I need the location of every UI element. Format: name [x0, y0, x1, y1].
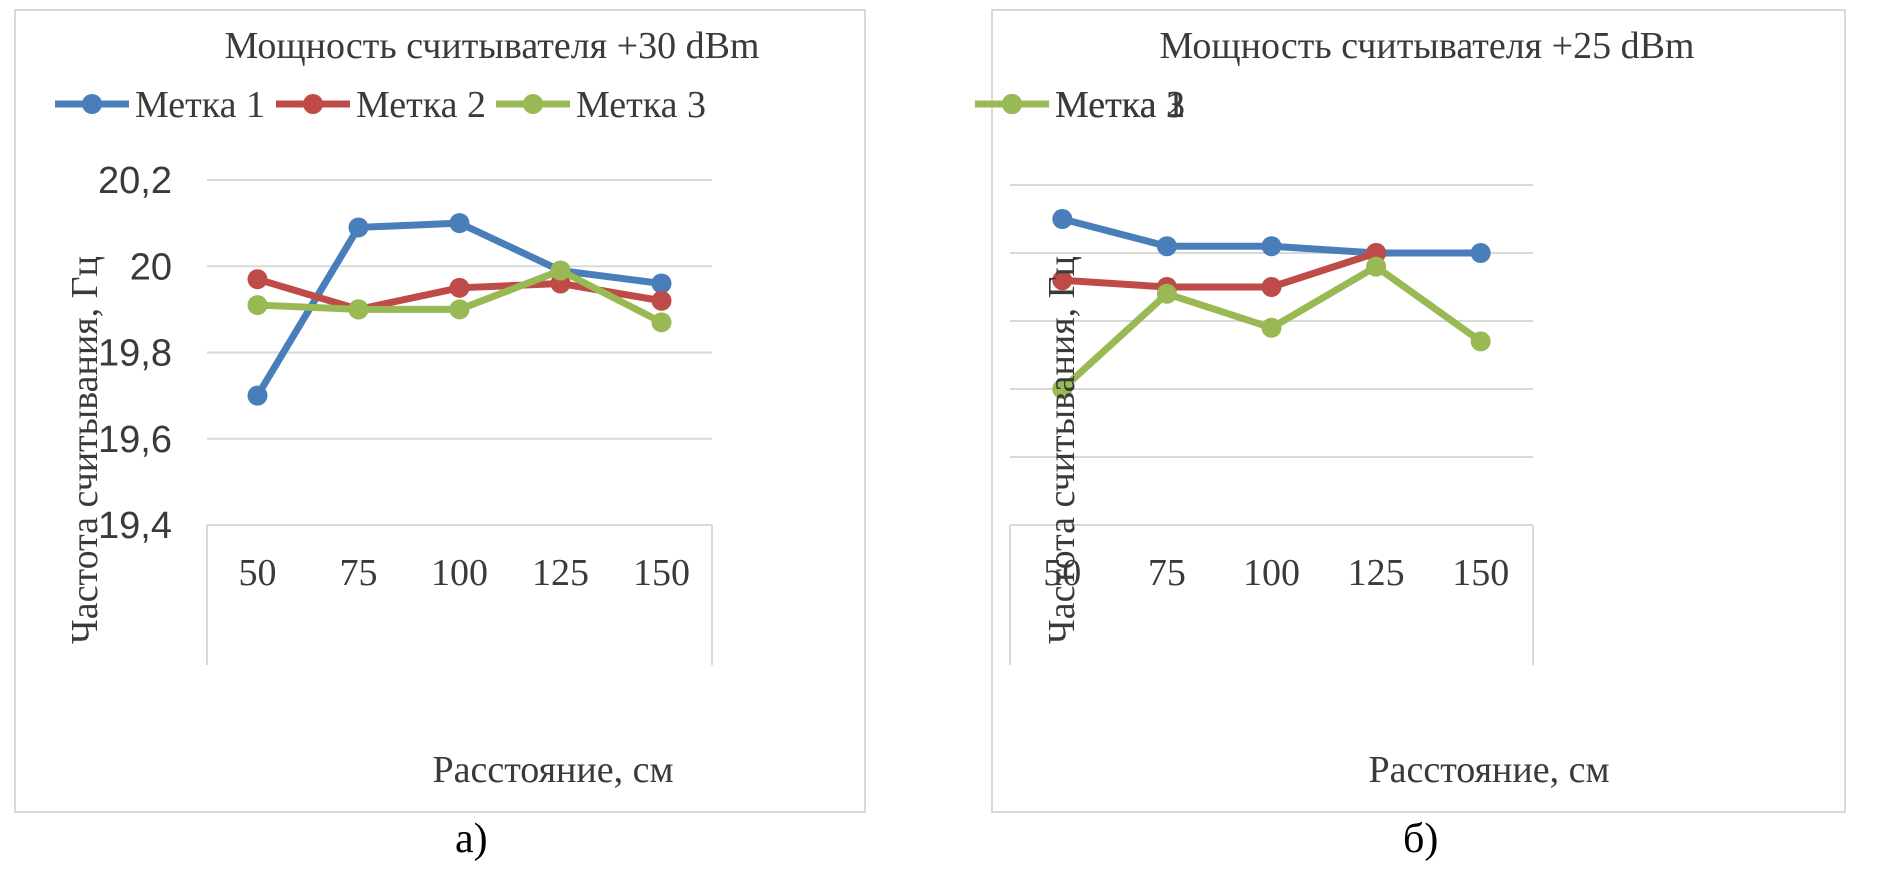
chart-a-ylabel: Частота считывания, Гц [64, 256, 106, 644]
x-tick-label: 125 [532, 552, 589, 594]
y-tick-label: 20 [130, 246, 172, 288]
data-point [550, 260, 571, 281]
x-tick-label: 100 [1243, 552, 1300, 594]
data-point [247, 385, 268, 406]
data-point [1366, 256, 1387, 277]
x-tick-label: 150 [1452, 552, 1509, 594]
legend-marker [1002, 94, 1022, 114]
legend-marker [523, 94, 543, 114]
chart-b-x-ticks: 50 75 100 125 150 [1043, 552, 1509, 594]
chart-a-xlabel: Расстояние, см [432, 749, 673, 791]
legend-marker [303, 94, 323, 114]
data-point [651, 273, 672, 294]
legend-item: Метка 2 [276, 84, 486, 126]
data-point [348, 217, 369, 238]
x-tick-label: 100 [431, 552, 488, 594]
data-point [247, 269, 268, 290]
legend-label: Метка 1 [135, 84, 265, 126]
y-tick-label: 19,4 [98, 505, 172, 547]
legend-item: Метка 1 [55, 84, 265, 126]
data-point [651, 290, 672, 311]
y-tick-label: 19,6 [98, 419, 172, 461]
data-point [1261, 236, 1282, 257]
chart-b-xlabel: Расстояние, см [1368, 749, 1609, 791]
data-point [1052, 209, 1073, 229]
chart-a-frame [14, 9, 866, 813]
data-point [1156, 236, 1177, 257]
y-tick-label: 20,2 [98, 160, 172, 202]
chart-b-frame [991, 9, 1846, 813]
series-Метка-3 [1052, 256, 1491, 399]
data-point [449, 277, 470, 298]
data-point [1156, 283, 1177, 304]
data-point [1261, 317, 1282, 338]
chart-a-legend: Метка 1 Метка 2 Метка 3 [55, 84, 706, 126]
chart-a-title: Мощность считывателя +30 dBm [225, 25, 760, 67]
data-point [449, 299, 470, 320]
x-tick-label: 125 [1348, 552, 1405, 594]
chart-b-series [1052, 209, 1491, 399]
data-point [247, 295, 268, 316]
chart-b: Мощность считывателя +25 dBm Метка 1Метк… [975, 9, 1846, 813]
chart-a-grid [206, 179, 713, 665]
y-tick-label: 19,8 [98, 333, 172, 375]
chart-a: Мощность считывателя +30 dBm Метка 1 Метк… [14, 9, 866, 813]
data-point [651, 312, 672, 333]
legend-label: Метка 2 [356, 84, 486, 126]
x-tick-label: 50 [239, 552, 277, 594]
legend-label: Метка 3 [576, 84, 706, 126]
legend-item: Метка 3 [496, 84, 706, 126]
series-line [1062, 249, 1378, 291]
data-point [1470, 243, 1491, 263]
legend-label: Метка 1 [1055, 84, 1185, 126]
chart-a-x-ticks: 50 75 100 125 150 [239, 552, 691, 594]
legend-marker [82, 94, 102, 114]
data-point [1052, 379, 1073, 399]
data-point [1052, 270, 1073, 291]
chart-a-series [247, 213, 672, 406]
x-tick-label: 75 [1148, 552, 1186, 594]
legend-label: Метка 3 [1055, 84, 1185, 126]
chart-b-ylabel: Частота считывания, Гц [1041, 256, 1083, 644]
x-tick-label: 150 [633, 552, 690, 594]
x-tick-label: 75 [340, 552, 378, 594]
data-point [348, 299, 369, 320]
series-Метка-3 [247, 260, 672, 333]
caption-b: б) [1403, 816, 1439, 862]
chart-b-title: Мощность считывателя +25 dBm [1160, 25, 1695, 67]
data-point [1470, 331, 1491, 352]
legend-label: Метка 2 [1055, 84, 1185, 126]
caption-a: а) [455, 816, 488, 862]
x-tick-label: 50 [1043, 552, 1081, 594]
data-point [1261, 277, 1282, 297]
chart-a-y-ticks: 20,2 20 19,8 19,6 19,4 [98, 160, 172, 547]
data-point [449, 213, 470, 234]
legend-item: Метка 3 [975, 84, 1185, 126]
